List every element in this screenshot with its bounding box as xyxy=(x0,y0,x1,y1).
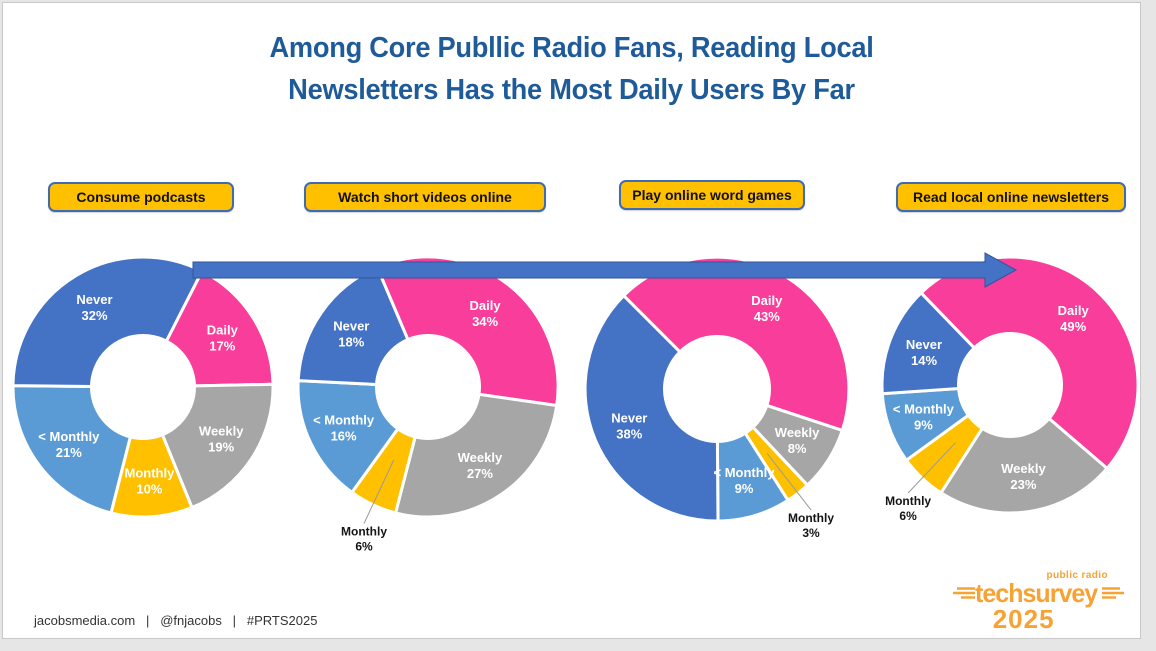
donut-chart-play-online-word-games: Daily 43% Weekly 8% Monthly 3% < Monthly 9% Neve… xyxy=(583,255,851,540)
techsurvey-logo: public radio techsurvey 2025 xyxy=(952,570,1124,634)
slice-label-weekly: Weekly 27% xyxy=(458,450,503,481)
slice-label-monthly: < Monthly 9% xyxy=(713,465,775,496)
logo-speedlines-left-icon xyxy=(952,587,975,599)
page-title: Among Core Publlic Radio Fans, Reading L… xyxy=(37,27,1106,111)
label-leader-line xyxy=(363,459,395,524)
donut-chart-read-local-online-newsletters: Daily 49% Weekly 23% Monthly 6% < Monthly 9% Nev… xyxy=(880,255,1140,523)
charts-canvas: Daily 49% Weekly 23% Monthly 6% < Monthly 9% Nev… xyxy=(11,252,1140,554)
donut-chart-watch-short-videos-online: Daily 34% Weekly 27% Monthly 6% < Monthly 16% Ne… xyxy=(296,255,560,554)
logo-speedlines-right-icon xyxy=(1102,587,1124,599)
trend-arrow-shape xyxy=(192,252,1018,288)
donut-hole xyxy=(90,334,196,440)
chart-header-watch-short-videos-online: Watch short videos online xyxy=(304,182,546,212)
slice-label-daily: Daily 49% xyxy=(1058,303,1090,334)
chart-header-read-local-online-newsletters: Read local online newsletters xyxy=(896,182,1126,212)
slice-label-daily: Daily 34% xyxy=(470,298,502,329)
slice-label-outside-monthly: Monthly 6% xyxy=(885,494,931,523)
slice-label-daily: Daily 17% xyxy=(207,322,239,353)
slice-weekly xyxy=(939,383,1109,515)
donut-hole xyxy=(375,334,481,440)
footer-credits: jacobsmedia.com | @fnjacobs | #PRTS2025 xyxy=(34,613,318,628)
slice-label-weekly: Weekly 23% xyxy=(1001,461,1046,492)
slice-label-outside-monthly: Monthly 6% xyxy=(341,525,387,554)
slide: Among Core Publlic Radio Fans, Reading L… xyxy=(2,2,1141,639)
title-line-1: Among Core Publlic Radio Fans, Reading L… xyxy=(269,32,874,64)
slice-monthly xyxy=(109,385,194,519)
logo-tagline: public radio xyxy=(1046,570,1108,581)
title-line-2: Newsletters Has the Most Daily Users By … xyxy=(288,74,855,106)
slice-label-monthly: < Monthly 9% xyxy=(893,401,955,432)
slice-label-never: Never 38% xyxy=(611,411,647,442)
chart-header-play-online-word-games: Play online word games xyxy=(619,180,805,210)
slice-label-never: Never 18% xyxy=(333,318,369,349)
donut-chart-consume-podcasts: Daily 17% Weekly 19% Monthly 10% < Monthly 21% N… xyxy=(11,255,275,519)
slice-label-never: Never 14% xyxy=(906,337,942,368)
slice-label-weekly: Weekly 19% xyxy=(199,424,244,455)
slice-never xyxy=(583,294,720,523)
slice-label-monthly: < Monthly 21% xyxy=(38,429,100,460)
slice-label-outside-monthly: Monthly 3% xyxy=(788,511,834,540)
donut-hole xyxy=(957,332,1063,438)
slice-label-weekly: Weekly 8% xyxy=(775,425,820,456)
donut-hole xyxy=(663,335,771,443)
logo-year: 2025 xyxy=(992,604,1055,634)
slice-label-never: Never 32% xyxy=(76,292,112,323)
trend-arrow xyxy=(192,252,1018,288)
label-leader-line xyxy=(766,453,812,511)
slice-label-monthly: Monthly 10% xyxy=(124,465,175,496)
logo-brand: techsurvey xyxy=(974,578,1098,608)
slice-label-daily: Daily 43% xyxy=(751,293,783,324)
slice-label-monthly: < Monthly 16% xyxy=(313,413,375,444)
chart-header-consume-podcasts: Consume podcasts xyxy=(48,182,234,212)
label-leader-line xyxy=(907,442,956,494)
